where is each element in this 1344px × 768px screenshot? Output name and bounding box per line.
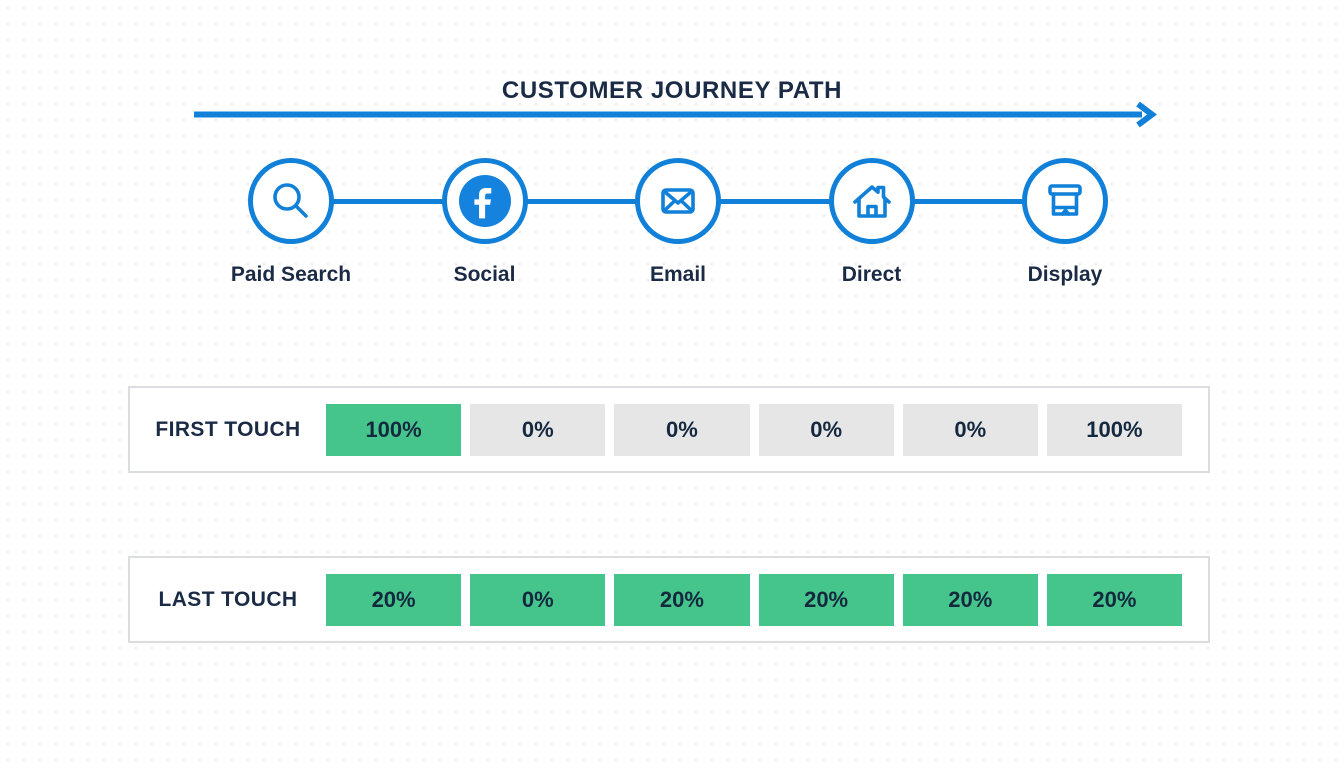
page-title: CUSTOMER JOURNEY PATH	[501, 77, 843, 104]
envelope-icon	[661, 188, 695, 214]
attribution-cell: 20%	[1046, 573, 1183, 626]
email-circle	[635, 158, 721, 244]
home-icon	[852, 185, 891, 218]
social-circle	[441, 158, 528, 244]
paid-search-circle	[248, 158, 334, 244]
attribution-cell: 20%	[902, 573, 1038, 626]
last-touch-row: LAST TOUCH 20% 0% 20% 20% 20% 20%	[128, 556, 1210, 643]
node-label: Social	[453, 263, 516, 286]
node-label: Display	[1027, 263, 1103, 286]
direct-circle	[828, 158, 915, 244]
last-touch-cells: 20% 0% 20% 20% 20% 20%	[326, 573, 1183, 626]
attribution-cell: 0%	[758, 403, 894, 456]
node-label: Paid Search	[230, 263, 352, 286]
node-label: Direct	[841, 263, 902, 286]
attribution-cell: 20%	[758, 573, 894, 626]
attribution-cell: 0%	[470, 403, 606, 456]
attribution-cell: 0%	[470, 573, 606, 626]
journey-node-social: Social	[390, 158, 580, 287]
attribution-cell: 0%	[902, 403, 1038, 456]
display-ad-icon	[1048, 184, 1082, 216]
last-touch-label: LAST TOUCH	[158, 587, 298, 611]
search-icon	[273, 183, 308, 218]
journey-arrow	[194, 101, 1157, 128]
attribution-cell: 0%	[614, 403, 750, 456]
journey-node-display: Display	[970, 158, 1160, 287]
attribution-cell: 100%	[1046, 403, 1183, 456]
display-circle	[1022, 158, 1108, 244]
facebook-icon	[458, 175, 511, 227]
attribution-cell: 20%	[614, 573, 750, 626]
first-touch-cells: 100% 0% 0% 0% 0% 100%	[326, 403, 1183, 456]
attribution-cell: 20%	[326, 573, 462, 626]
journey-node-direct: Direct	[777, 158, 967, 287]
journey-nodes: Paid Search Social Email	[196, 158, 1160, 287]
attribution-cell: 100%	[326, 403, 462, 456]
journey-node-email: Email	[583, 158, 773, 287]
node-label: Email	[649, 263, 707, 286]
first-touch-row: FIRST TOUCH 100% 0% 0% 0% 0% 100%	[128, 386, 1210, 473]
journey-node-paid-search: Paid Search	[196, 158, 386, 287]
first-touch-label: FIRST TOUCH	[155, 417, 301, 441]
